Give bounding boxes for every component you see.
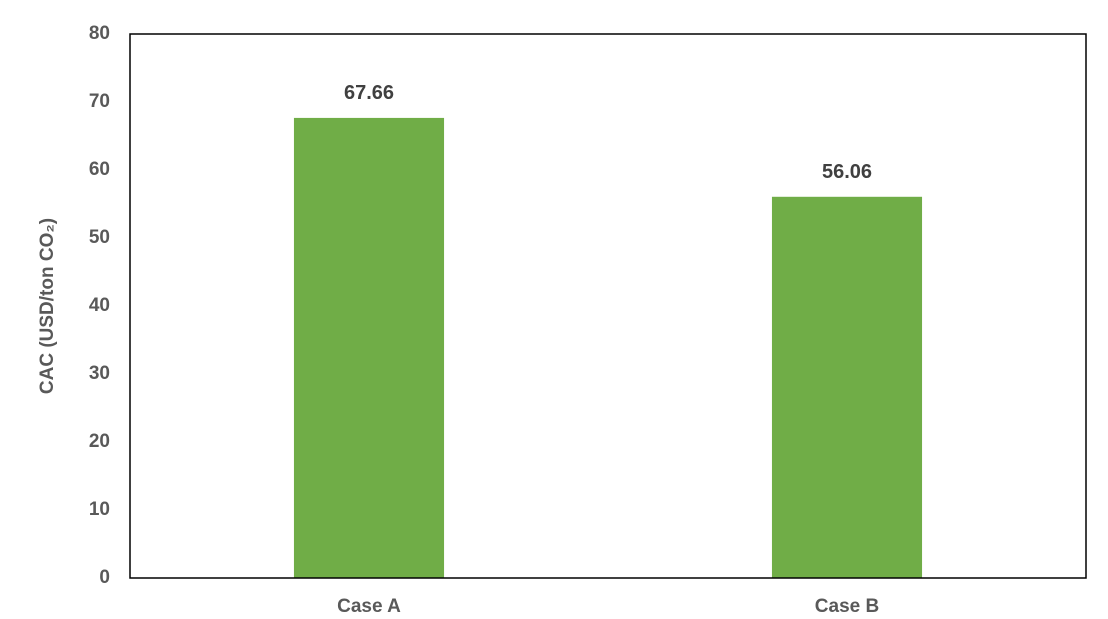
y-tick-label: 40 [89,295,110,316]
x-tick-label: Case A [337,596,401,617]
bar [293,117,445,579]
x-tick-label: Case B [815,596,879,617]
y-tick-label: 20 [89,431,110,452]
y-tick-label: 50 [89,227,110,248]
data-label: 56.06 [822,161,872,183]
y-axis-title: CAC (USD/ton CO₂) [37,218,58,394]
y-tick-label: 30 [89,363,110,384]
bar [771,196,923,579]
y-tick-label: 80 [89,23,110,44]
y-tick-label: 0 [99,567,110,588]
plot-frame [129,33,1087,579]
data-label: 67.66 [344,82,394,104]
y-tick-label: 70 [89,91,110,112]
y-tick-label: 10 [89,499,110,520]
y-tick-label: 60 [89,159,110,180]
